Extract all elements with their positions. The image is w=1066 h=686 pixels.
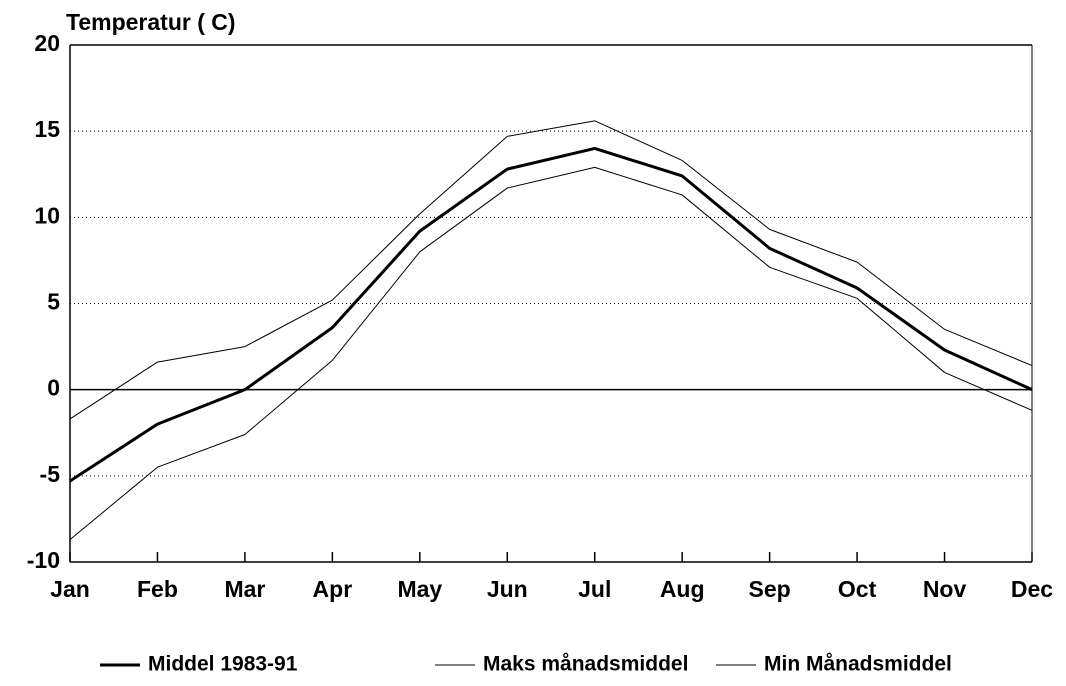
y-tick-label: 20 bbox=[34, 30, 60, 56]
y-tick-label: -5 bbox=[40, 461, 61, 487]
x-tick-label: Oct bbox=[838, 576, 877, 602]
x-tick-label: Feb bbox=[137, 576, 178, 602]
y-tick-label: 0 bbox=[47, 375, 60, 401]
y-tick-label: 15 bbox=[34, 116, 60, 142]
series-line bbox=[69, 120, 1033, 420]
x-tick-label: Apr bbox=[313, 576, 353, 602]
series-line bbox=[69, 166, 1033, 540]
x-tick-label: Dec bbox=[1011, 576, 1053, 602]
x-tick-label: Nov bbox=[923, 576, 967, 602]
y-tick-label: 5 bbox=[47, 289, 60, 315]
y-tick-label: 10 bbox=[34, 202, 60, 228]
legend-label: Min Månadsmiddel bbox=[764, 653, 952, 676]
legend-label: Middel 1983-91 bbox=[148, 653, 298, 676]
x-tick-label: Jul bbox=[578, 576, 611, 602]
x-tick-label: May bbox=[397, 576, 442, 602]
series-line bbox=[69, 146, 1033, 483]
x-tick-label: Sep bbox=[749, 576, 791, 602]
x-tick-label: Jun bbox=[487, 576, 528, 602]
y-tick-label: -10 bbox=[27, 547, 60, 573]
y-axis-label: Temperatur ( C) bbox=[66, 9, 236, 35]
legend-label: Maks månadsmiddel bbox=[483, 653, 688, 676]
x-tick-label: Jan bbox=[50, 576, 90, 602]
x-tick-label: Mar bbox=[224, 576, 265, 602]
x-tick-label: Aug bbox=[660, 576, 705, 602]
